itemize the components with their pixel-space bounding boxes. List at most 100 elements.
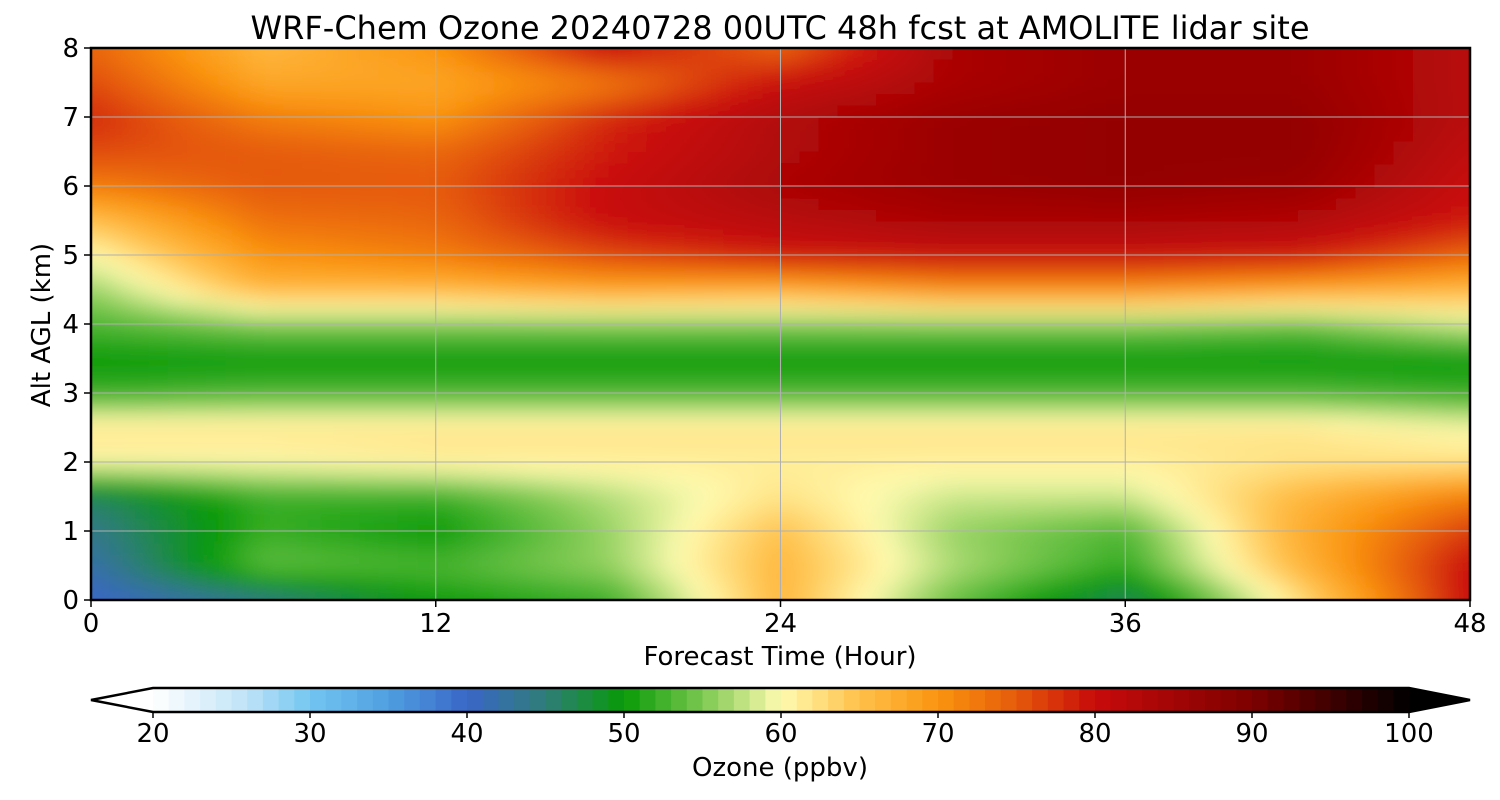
ozone-cell bbox=[1048, 255, 1069, 268]
colorbar-tick-label: 50 bbox=[607, 719, 640, 749]
ozone-cell bbox=[1029, 542, 1050, 555]
ozone-cell bbox=[914, 554, 935, 567]
ozone-cell bbox=[837, 450, 858, 463]
ozone-cell bbox=[742, 59, 763, 72]
ozone-cell bbox=[837, 335, 858, 348]
ozone-cell bbox=[378, 151, 399, 164]
ozone-cell bbox=[1221, 485, 1241, 498]
ozone-cell bbox=[933, 485, 954, 498]
ozone-cell bbox=[301, 450, 322, 463]
ozone-cell bbox=[818, 94, 839, 107]
ozone-cell bbox=[1450, 439, 1470, 452]
ozone-cell bbox=[588, 220, 609, 233]
ozone-cell bbox=[110, 14, 130, 26]
ozone-cell bbox=[742, 577, 763, 590]
ozone-cell bbox=[914, 508, 935, 521]
ozone-cell bbox=[1259, 416, 1280, 429]
ozone-cell bbox=[110, 393, 131, 406]
ozone-cell bbox=[799, 462, 820, 475]
ozone-cell bbox=[1489, 543, 1500, 555]
ozone-cell bbox=[742, 82, 763, 95]
ozone-cell bbox=[1067, 358, 1088, 371]
ozone-cell bbox=[799, 485, 820, 498]
ozone-cell bbox=[129, 404, 150, 417]
ozone-cell bbox=[1144, 508, 1165, 521]
ozone-cell bbox=[1048, 381, 1069, 394]
ozone-cell bbox=[512, 588, 533, 600]
ozone-cell bbox=[780, 71, 801, 84]
ozone-cell bbox=[1029, 496, 1050, 509]
ozone-cell bbox=[857, 266, 878, 279]
ozone-cell bbox=[1374, 427, 1395, 440]
ozone-cell bbox=[1374, 462, 1395, 475]
ozone-cell bbox=[53, 566, 73, 578]
ozone-cell bbox=[1240, 404, 1261, 417]
ozone-cell bbox=[1431, 186, 1452, 199]
ozone-cell bbox=[416, 347, 437, 360]
ozone-cell bbox=[1393, 531, 1414, 544]
ozone-cell bbox=[723, 82, 743, 95]
ozone-cell bbox=[665, 301, 686, 314]
ozone-cell bbox=[1086, 496, 1107, 509]
ozone-cell bbox=[857, 462, 878, 475]
ozone-cell bbox=[91, 404, 111, 417]
ozone-cell bbox=[703, 427, 724, 440]
ozone-cell bbox=[1489, 589, 1500, 601]
ozone-cell bbox=[493, 335, 514, 348]
ozone-cell bbox=[1240, 71, 1261, 84]
ozone-cell bbox=[1355, 289, 1376, 302]
ozone-cell bbox=[627, 462, 648, 475]
ozone-cell bbox=[187, 25, 207, 37]
ozone-cell bbox=[110, 485, 131, 498]
ozone-cell bbox=[378, 266, 399, 279]
ozone-cell bbox=[1086, 59, 1107, 72]
ozone-cell bbox=[895, 370, 916, 383]
ozone-cell bbox=[1240, 347, 1261, 360]
ozone-cell bbox=[588, 59, 609, 72]
ozone-cell bbox=[972, 266, 992, 279]
ozone-cell bbox=[129, 427, 150, 440]
ozone-cell bbox=[416, 82, 437, 95]
ozone-cell bbox=[876, 347, 897, 360]
ozone-cell bbox=[972, 439, 992, 452]
colorbar-level bbox=[812, 688, 829, 712]
ozone-cell bbox=[952, 301, 973, 314]
ozone-cell bbox=[1393, 59, 1414, 72]
ozone-cell bbox=[339, 450, 360, 463]
ozone-cell bbox=[761, 542, 782, 555]
ozone-cell bbox=[1029, 531, 1050, 544]
ozone-cell bbox=[761, 209, 782, 222]
ozone-cell bbox=[914, 485, 935, 498]
ozone-cell bbox=[972, 381, 992, 394]
ozone-cell bbox=[1393, 243, 1414, 256]
ozone-cell bbox=[129, 278, 150, 291]
ozone-cell bbox=[397, 105, 418, 118]
ozone-cell bbox=[837, 588, 858, 600]
ozone-cell bbox=[972, 232, 992, 245]
ozone-cell bbox=[225, 473, 246, 486]
ozone-cell bbox=[952, 485, 973, 498]
ozone-cell bbox=[608, 324, 629, 337]
ozone-cell bbox=[991, 554, 1012, 567]
ozone-cell bbox=[1297, 450, 1318, 463]
ozone-cell bbox=[608, 450, 629, 463]
ozone-cell bbox=[742, 519, 763, 532]
ozone-cell bbox=[110, 163, 131, 176]
ozone-cell bbox=[1106, 439, 1127, 452]
ozone-cell bbox=[588, 140, 609, 153]
ozone-cell bbox=[110, 404, 131, 417]
ozone-cell bbox=[1106, 542, 1127, 555]
y-tick-label: 4 bbox=[62, 310, 79, 340]
ozone-cell bbox=[723, 404, 743, 417]
ozone-cell bbox=[1221, 577, 1241, 590]
ozone-cell bbox=[1182, 266, 1203, 279]
ozone-cell bbox=[416, 312, 437, 325]
ozone-cell bbox=[1182, 59, 1203, 72]
ozone-cell bbox=[991, 416, 1012, 429]
ozone-cell bbox=[1240, 577, 1261, 590]
ozone-cell bbox=[1393, 71, 1414, 84]
ozone-cell bbox=[588, 324, 609, 337]
ozone-cell bbox=[1297, 82, 1318, 95]
ozone-cell bbox=[301, 151, 322, 164]
ozone-cell bbox=[1259, 301, 1280, 314]
